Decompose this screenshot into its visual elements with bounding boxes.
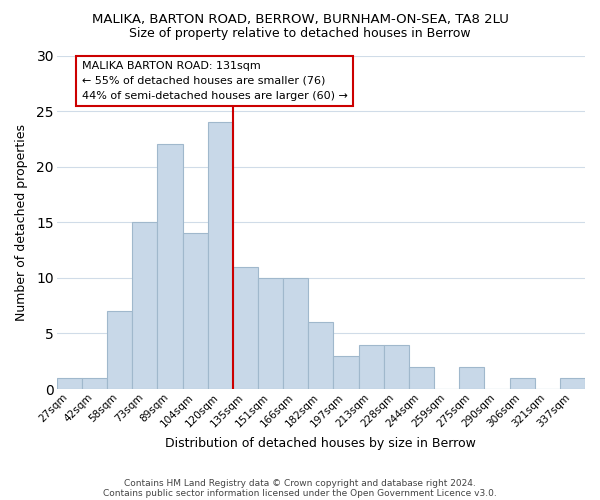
Text: MALIKA, BARTON ROAD, BERROW, BURNHAM-ON-SEA, TA8 2LU: MALIKA, BARTON ROAD, BERROW, BURNHAM-ON-… [92,12,508,26]
Bar [334,356,359,389]
Text: MALIKA BARTON ROAD: 131sqm
← 55% of detached houses are smaller (76)
44% of semi: MALIKA BARTON ROAD: 131sqm ← 55% of deta… [82,61,348,100]
Bar [208,122,233,389]
Bar [107,311,132,389]
Y-axis label: Number of detached properties: Number of detached properties [15,124,28,321]
Bar [233,266,258,389]
Bar [359,344,384,389]
X-axis label: Distribution of detached houses by size in Berrow: Distribution of detached houses by size … [166,437,476,450]
Bar [560,378,585,389]
Bar [157,144,182,389]
Bar [82,378,107,389]
Bar [509,378,535,389]
Text: Contains public sector information licensed under the Open Government Licence v3: Contains public sector information licen… [103,488,497,498]
Bar [57,378,82,389]
Bar [182,234,208,389]
Bar [283,278,308,389]
Bar [384,344,409,389]
Bar [132,222,157,389]
Text: Contains HM Land Registry data © Crown copyright and database right 2024.: Contains HM Land Registry data © Crown c… [124,478,476,488]
Bar [308,322,334,389]
Bar [258,278,283,389]
Text: Size of property relative to detached houses in Berrow: Size of property relative to detached ho… [129,28,471,40]
Bar [459,367,484,389]
Bar [409,367,434,389]
